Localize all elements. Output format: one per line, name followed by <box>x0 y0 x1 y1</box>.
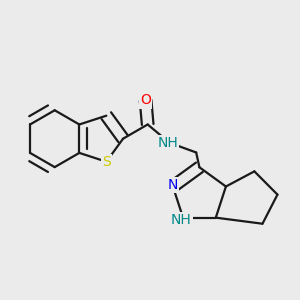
Text: N: N <box>168 178 178 192</box>
Text: S: S <box>102 155 111 169</box>
Text: O: O <box>140 93 151 107</box>
Text: NH: NH <box>158 136 178 150</box>
Text: NH: NH <box>171 213 192 227</box>
